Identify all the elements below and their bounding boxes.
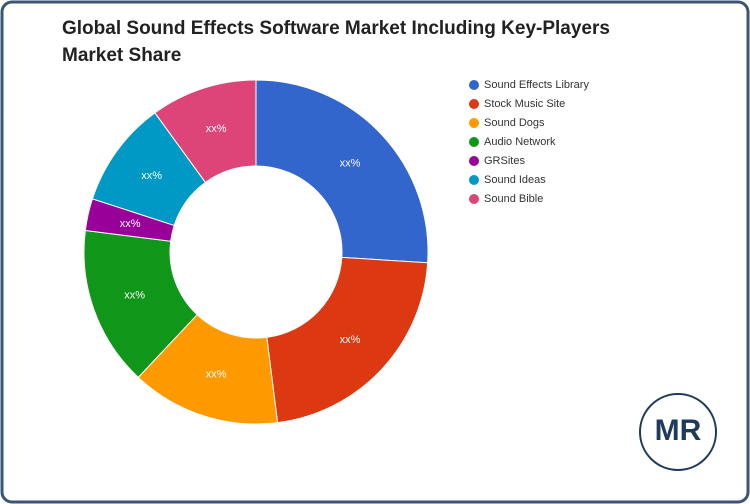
slice <box>154 79 257 184</box>
data-label: xx% <box>340 334 361 346</box>
data-label: xx% <box>141 170 162 182</box>
legend-marker <box>469 118 479 128</box>
chart-title: Global Sound Effects Software Market Inc… <box>62 18 610 39</box>
legend-marker <box>469 175 479 185</box>
legend-marker <box>469 80 479 90</box>
legend-label: Sound Effects Library <box>484 79 589 91</box>
legend-label: Sound Ideas <box>484 174 546 186</box>
legend-label: GRSites <box>484 155 525 167</box>
logo: MR <box>639 393 717 471</box>
data-label: xx% <box>124 290 145 302</box>
legend-marker <box>469 137 479 147</box>
legend-label: Sound Bible <box>484 193 543 205</box>
legend-marker <box>469 156 479 166</box>
logo-circle <box>639 393 717 471</box>
data-label: xx% <box>340 158 361 170</box>
legend-label: Sound Dogs <box>484 117 545 129</box>
legend-label: Stock Music Site <box>484 98 565 110</box>
data-label: xx% <box>206 369 227 381</box>
data-label: xx% <box>120 218 141 230</box>
data-label: xx% <box>206 123 227 135</box>
legend-marker <box>469 194 479 204</box>
slice <box>266 256 429 424</box>
legend-marker <box>469 99 479 109</box>
slice <box>255 79 429 264</box>
chart-title: Market Share <box>62 45 181 66</box>
legend-label: Audio Network <box>484 136 556 148</box>
logo-text: MR <box>655 414 702 447</box>
